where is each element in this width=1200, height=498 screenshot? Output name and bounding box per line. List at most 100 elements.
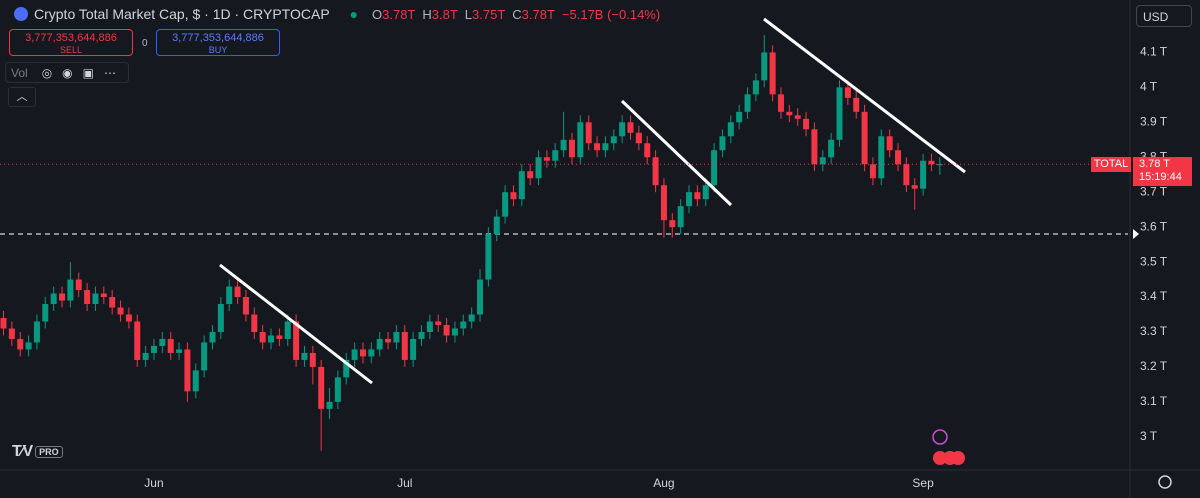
candle-body bbox=[886, 136, 893, 151]
candle-body bbox=[510, 192, 517, 200]
symbol-price-tag: TOTAL bbox=[1091, 157, 1131, 172]
candle-body bbox=[844, 87, 851, 98]
candle-body bbox=[585, 122, 592, 144]
status-dot: ● bbox=[349, 6, 359, 22]
sell-label: SELL bbox=[59, 45, 83, 55]
candle-body bbox=[736, 111, 743, 123]
candle-body bbox=[217, 304, 224, 332]
ohlc-key: O bbox=[372, 7, 383, 22]
candle-body bbox=[251, 314, 258, 332]
candle-body bbox=[477, 279, 484, 315]
candle-body bbox=[460, 321, 467, 329]
candle-body bbox=[836, 87, 843, 140]
bar-countdown: 15:19:44 bbox=[1139, 171, 1182, 183]
candle-body bbox=[895, 150, 902, 165]
candle-body bbox=[125, 314, 132, 322]
candle-body bbox=[652, 157, 659, 186]
candle-body bbox=[577, 122, 584, 158]
indicator-legend[interactable]: Vol ◎◉▣⋯ bbox=[5, 62, 129, 83]
y-tick-label: 3.5 T bbox=[1140, 254, 1168, 268]
candle-body bbox=[560, 139, 567, 151]
candle-body bbox=[401, 331, 408, 360]
ohlc-legend: O3.78T H3.8T L3.75T C3.78T −5.17B (−0.14… bbox=[372, 7, 660, 22]
candle-body bbox=[226, 286, 233, 305]
candle-body bbox=[142, 352, 149, 360]
y-tick-label: 4 T bbox=[1140, 80, 1158, 94]
event-icon[interactable] bbox=[932, 429, 948, 445]
spread: 0 bbox=[142, 38, 148, 49]
sell-button[interactable]: 3,777,353,644,886 SELL bbox=[9, 29, 133, 56]
y-tick-label: 3.9 T bbox=[1140, 114, 1168, 128]
y-tick-label: 3.6 T bbox=[1140, 219, 1168, 233]
candle-body bbox=[242, 297, 249, 315]
candle-body bbox=[184, 349, 191, 392]
candle-body bbox=[694, 192, 701, 200]
ohlc-value: 3.78T bbox=[382, 7, 416, 22]
candle-body bbox=[869, 164, 876, 179]
buy-button[interactable]: 3,777,353,644,886 BUY bbox=[156, 29, 280, 56]
candle-body bbox=[435, 321, 442, 325]
indicator-controls[interactable]: ◎◉▣⋯ bbox=[41, 66, 126, 80]
trend-line bbox=[620, 99, 733, 207]
candle-body bbox=[878, 136, 885, 179]
candle-body bbox=[385, 338, 392, 343]
candle-body bbox=[268, 335, 275, 343]
candle-body bbox=[234, 286, 241, 298]
candle-body bbox=[936, 164, 943, 166]
candle-body bbox=[920, 160, 927, 189]
candle-body bbox=[727, 122, 734, 137]
candle-body bbox=[410, 338, 417, 360]
candle-body bbox=[794, 115, 801, 119]
candle-body bbox=[861, 111, 868, 165]
last-price-tag: 3.78 T 15:19:44 bbox=[1133, 157, 1192, 186]
settings-icon[interactable] bbox=[1158, 475, 1172, 489]
y-tick-label: 3.2 T bbox=[1140, 359, 1168, 373]
ohlc-value: 3.75T bbox=[472, 7, 506, 22]
candle-body bbox=[117, 307, 124, 315]
candle-body bbox=[284, 321, 291, 339]
candle-body bbox=[318, 366, 325, 409]
y-tick-label: 4.1 T bbox=[1140, 45, 1168, 59]
symbol-icon bbox=[14, 7, 28, 21]
candle-body bbox=[828, 139, 835, 158]
candle-body bbox=[33, 321, 40, 343]
candle-body bbox=[518, 171, 525, 200]
candle-body bbox=[293, 321, 300, 360]
logo-mark: T⁄V bbox=[12, 443, 33, 460]
candle-body bbox=[17, 338, 24, 350]
candle-body bbox=[334, 377, 341, 402]
candle-body bbox=[777, 94, 784, 112]
candle-body bbox=[309, 352, 316, 367]
candle-body bbox=[393, 331, 400, 343]
candle-body bbox=[644, 143, 651, 158]
candle-body bbox=[451, 328, 458, 336]
candle-body bbox=[602, 143, 609, 151]
y-tick-label: 3.1 T bbox=[1140, 394, 1168, 408]
candle-body bbox=[159, 338, 166, 346]
candle-body bbox=[192, 370, 199, 392]
candle-body bbox=[677, 206, 684, 228]
candle-body bbox=[744, 94, 751, 112]
candle-body bbox=[443, 324, 450, 336]
candle-body bbox=[376, 338, 383, 350]
candle-body bbox=[660, 185, 667, 221]
candle-body bbox=[134, 321, 141, 360]
collapse-button[interactable]: ︿ bbox=[8, 87, 36, 107]
logo: T⁄V PRO bbox=[12, 443, 63, 461]
logo-badge: PRO bbox=[35, 446, 63, 458]
candle-body bbox=[702, 185, 709, 200]
candle-body bbox=[426, 321, 433, 332]
symbol-title: Crypto Total Market Cap, $ · 1D · CRYPTO… bbox=[34, 6, 330, 22]
currency-button[interactable]: USD bbox=[1136, 5, 1192, 27]
candle-body bbox=[686, 192, 693, 207]
event-icon[interactable] bbox=[951, 451, 965, 465]
candle-body bbox=[485, 234, 492, 280]
candle-body bbox=[928, 160, 935, 165]
x-tick-label: Sep bbox=[912, 476, 934, 490]
candle-body bbox=[8, 328, 15, 339]
y-tick-label: 3.7 T bbox=[1140, 184, 1168, 198]
event-icon[interactable] bbox=[933, 451, 947, 465]
candle-body bbox=[752, 80, 759, 95]
ohlc-value: 3.8T bbox=[431, 7, 458, 22]
